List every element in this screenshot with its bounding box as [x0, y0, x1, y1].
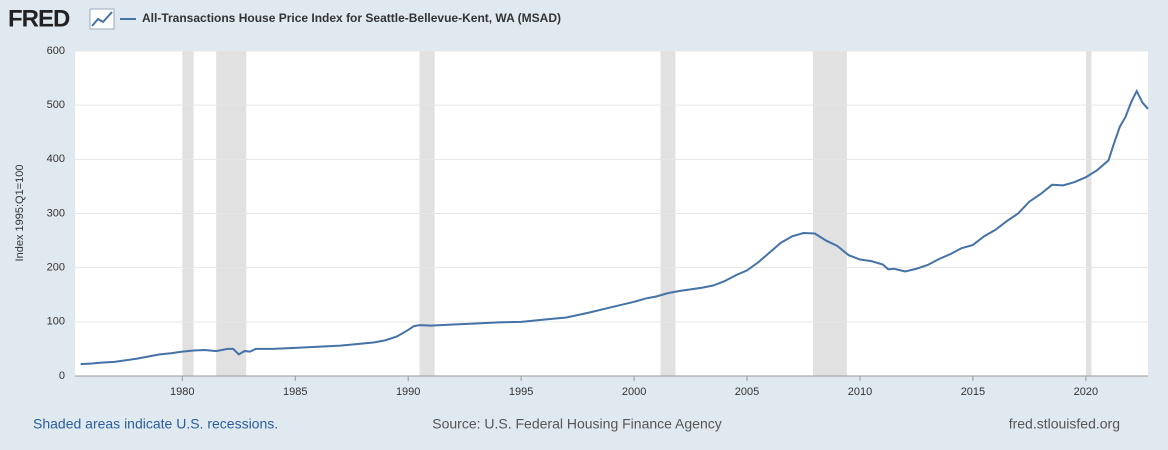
- y-tick-label: 0: [59, 370, 65, 382]
- logo-icon: [89, 8, 115, 30]
- x-tick-label: 2010: [848, 386, 872, 398]
- y-tick-label: 100: [47, 316, 65, 328]
- y-axis-label: Index 1995:Q1=100: [14, 165, 26, 262]
- data-line: [80, 88, 1149, 366]
- x-tick-label: 1980: [170, 386, 194, 398]
- legend-label: All-Transactions House Price Index for S…: [142, 11, 561, 25]
- y-tick-label: 400: [47, 153, 65, 165]
- x-tick-label: 2005: [735, 386, 759, 398]
- y-tick-label: 300: [47, 207, 65, 219]
- x-tick-label: 2000: [622, 386, 646, 398]
- x-tick-label: 2020: [1074, 386, 1098, 398]
- y-tick-label: 500: [47, 99, 65, 111]
- x-tick-label: 1985: [283, 386, 307, 398]
- x-tick-label: 1990: [396, 386, 420, 398]
- source: Source: U.S. Federal Housing Finance Age…: [432, 416, 722, 432]
- y-tick-label: 200: [47, 262, 65, 274]
- recession-note[interactable]: Shaded areas indicate U.S. recessions.: [33, 416, 278, 432]
- x-tick-label: 2015: [961, 386, 985, 398]
- logo[interactable]: FRED: [8, 5, 71, 32]
- y-tick-label: 600: [47, 45, 65, 57]
- site[interactable]: fred.stlouisfed.org: [1009, 416, 1120, 432]
- x-tick-label: 1995: [509, 386, 533, 398]
